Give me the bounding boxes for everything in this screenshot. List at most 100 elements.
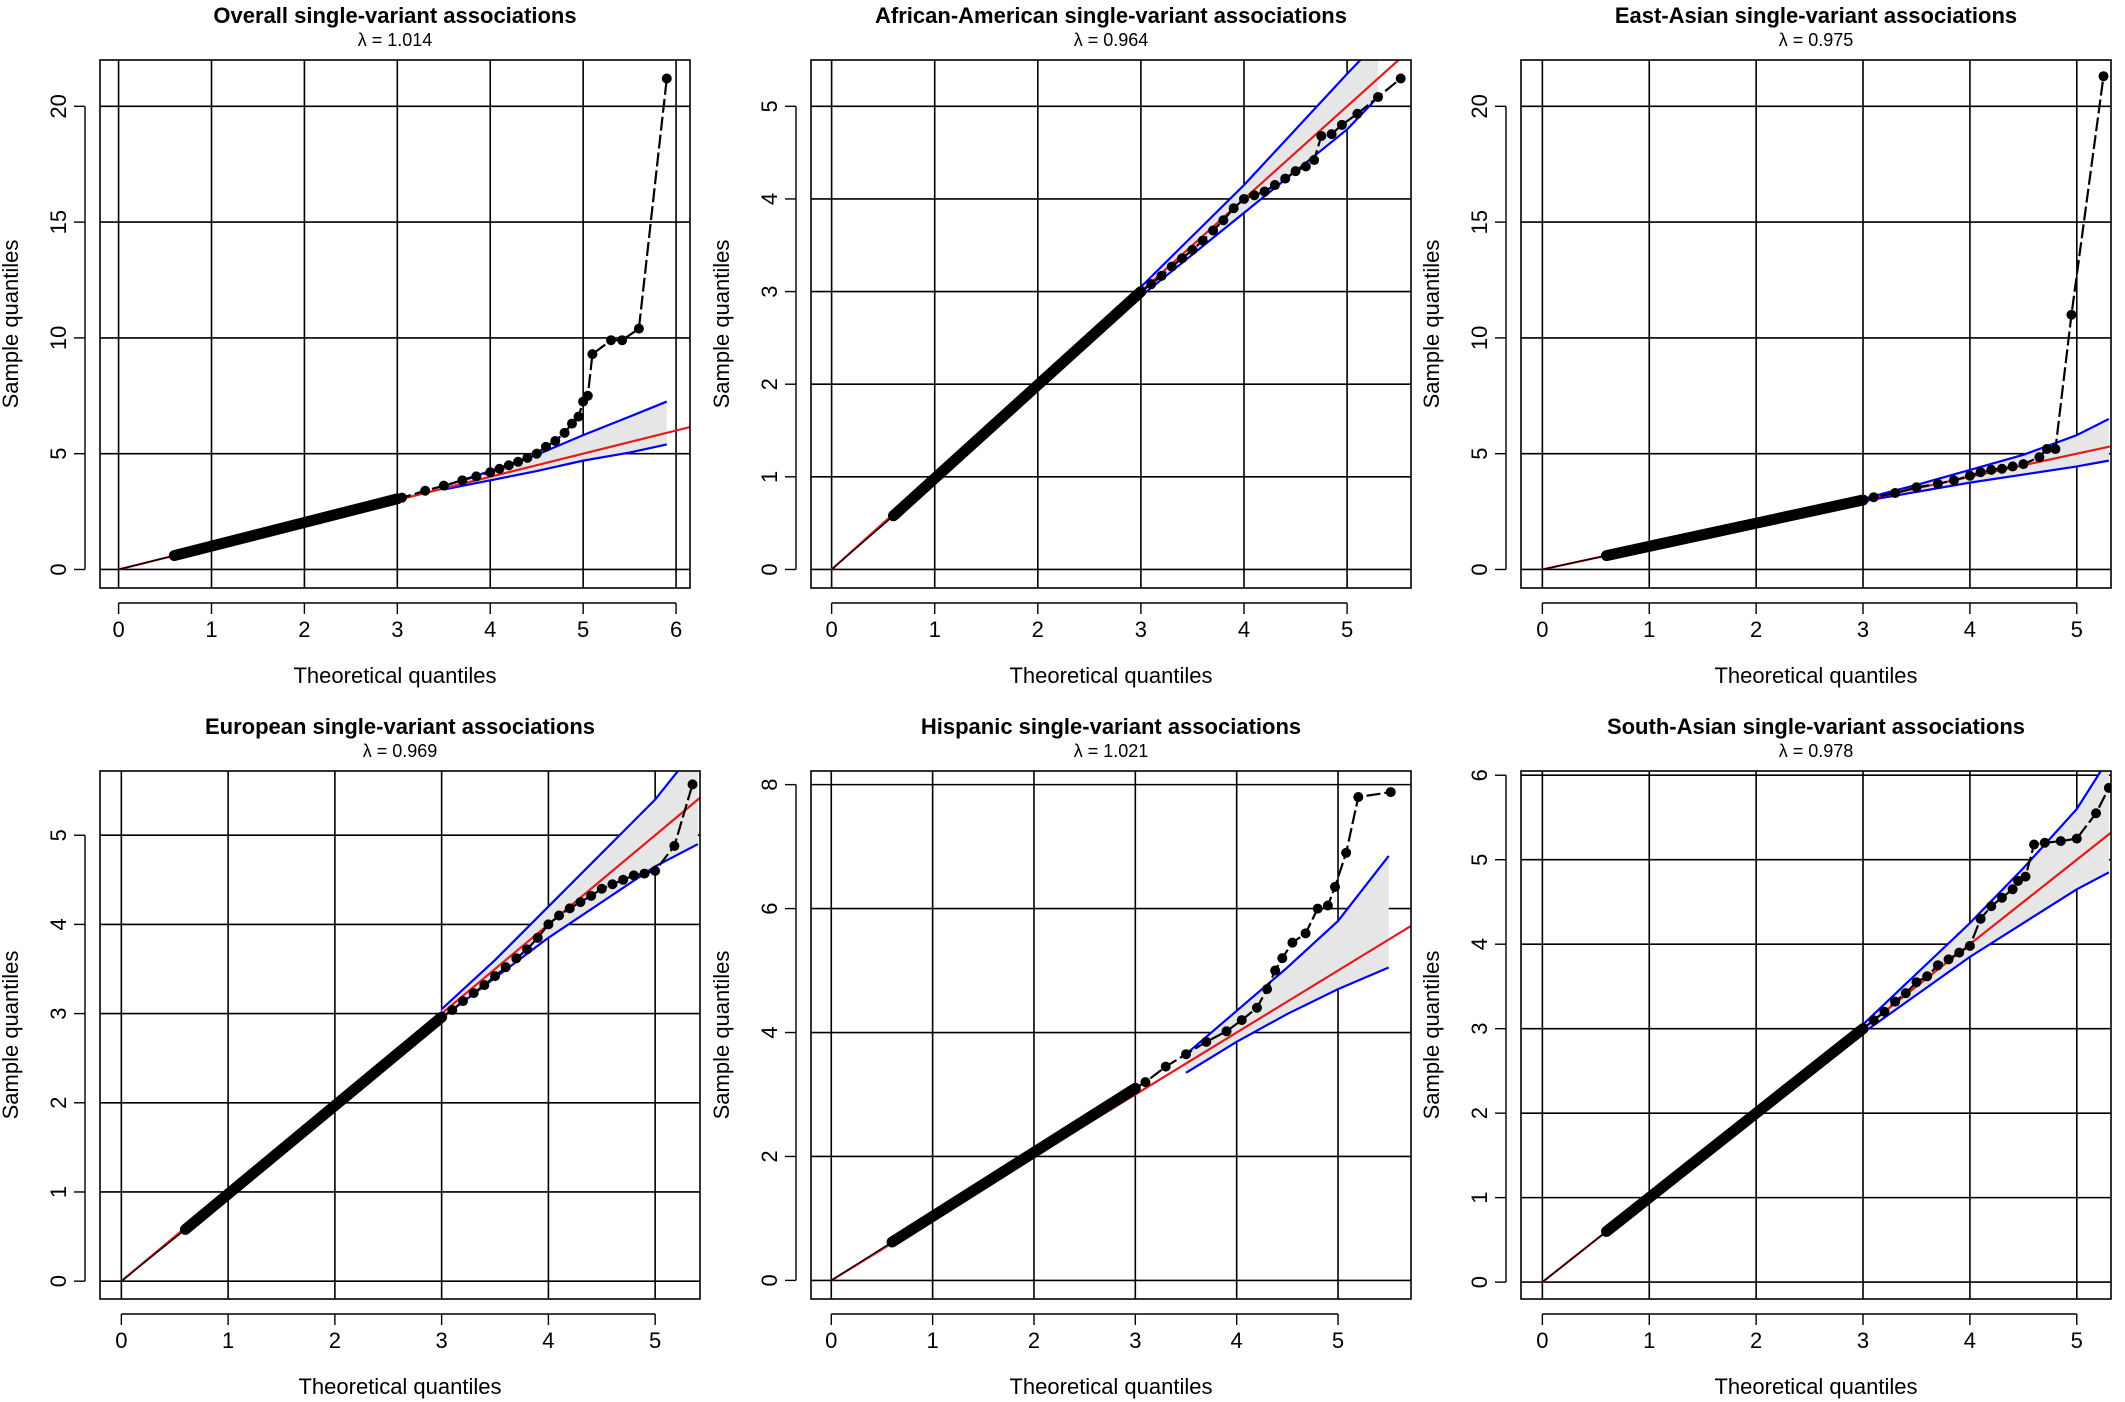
data-point — [1672, 1171, 1682, 1181]
data-point — [296, 1129, 306, 1139]
data-point — [2098, 71, 2109, 82]
data-point — [353, 1081, 363, 1091]
y-tick-label: 5 — [1467, 854, 1492, 866]
y-tick-label: 4 — [757, 193, 782, 205]
data-point — [2007, 884, 2018, 895]
data-point — [1890, 488, 1901, 499]
data-point — [2103, 782, 2111, 793]
plot-frame — [99, 59, 691, 589]
data-point — [1820, 1054, 1830, 1064]
data-point — [360, 1076, 370, 1086]
data-point — [888, 511, 898, 521]
data-point — [347, 1086, 357, 1096]
data-point — [617, 335, 628, 346]
data-point — [1300, 928, 1311, 939]
data-point — [1608, 1221, 1618, 1231]
x-tick-label: 2 — [1750, 1328, 1762, 1353]
y-tick-label: 0 — [1467, 563, 1492, 575]
data-point — [417, 1028, 427, 1038]
data-point — [1800, 1069, 1810, 1079]
panel-title: South-Asian single-variant associations — [1607, 714, 2025, 739]
data-point — [1228, 203, 1239, 214]
x-axis-label: Theoretical quantiles — [1009, 663, 1212, 688]
data-point — [582, 390, 593, 401]
x-tick-label: 0 — [825, 617, 837, 642]
data-point — [1025, 387, 1035, 397]
data-point — [1352, 108, 1363, 119]
confidence-band-fill — [1863, 771, 2109, 1033]
data-point — [1197, 235, 1208, 246]
y-tick-label: 0 — [757, 563, 782, 575]
y-tick-label: 2 — [757, 1150, 782, 1162]
y-tick-label: 0 — [1467, 1276, 1492, 1288]
data-point — [1781, 1084, 1791, 1094]
data-point — [1385, 787, 1396, 798]
data-point — [1201, 1036, 1212, 1047]
x-tick-label: 3 — [436, 1328, 448, 1353]
x-tick-label: 2 — [1750, 617, 1762, 642]
origin-segment — [1542, 554, 1607, 571]
y-axis-label: Sample quantiles — [0, 951, 23, 1120]
data-point — [1839, 1039, 1849, 1049]
data-point — [1996, 463, 2007, 474]
data-point — [1111, 309, 1121, 319]
data-point — [932, 472, 942, 482]
data-point — [1868, 1015, 1879, 1026]
x-tick-label: 2 — [298, 617, 310, 642]
origin-segment — [830, 1241, 893, 1282]
data-point — [503, 460, 514, 471]
data-point — [596, 883, 607, 894]
data-point — [573, 411, 584, 422]
data-point — [1117, 303, 1127, 313]
data-point — [969, 438, 979, 448]
x-tick-label: 0 — [1536, 1328, 1548, 1353]
data-point — [392, 1049, 402, 1059]
data-point — [975, 432, 985, 442]
data-point — [1290, 166, 1301, 177]
data-point — [1049, 365, 1059, 375]
x-tick-label: 0 — [1536, 617, 1548, 642]
data-point — [1326, 129, 1337, 140]
x-tick-label: 1 — [222, 1328, 234, 1353]
x-tick-label: 4 — [542, 1328, 554, 1353]
confidence-band-upper — [440, 771, 680, 1010]
data-point — [1166, 261, 1177, 272]
data-point — [1911, 977, 1922, 988]
data-point — [257, 1161, 267, 1171]
data-point — [430, 1017, 440, 1027]
x-tick-label: 1 — [1643, 617, 1655, 642]
data-point — [1309, 155, 1320, 166]
data-point — [1986, 901, 1997, 912]
x-tick-label: 0 — [112, 617, 124, 642]
y-tick-label: 2 — [1467, 1107, 1492, 1119]
data-point — [1768, 1095, 1778, 1105]
y-tick-label: 3 — [757, 285, 782, 297]
data-point — [200, 1209, 210, 1219]
x-tick-label: 3 — [1135, 617, 1147, 642]
data-point — [1717, 1135, 1727, 1145]
data-point — [607, 879, 618, 890]
data-point — [1236, 1015, 1247, 1026]
data-point — [424, 1023, 434, 1033]
y-tick-label: 10 — [1467, 326, 1492, 350]
data-point — [1922, 971, 1933, 982]
y-tick-label: 5 — [757, 100, 782, 112]
data-point — [1093, 326, 1103, 336]
data-point — [206, 1203, 216, 1213]
data-point — [309, 1118, 319, 1128]
data-point — [379, 1060, 389, 1070]
x-tick-label: 5 — [2071, 617, 2083, 642]
data-point — [639, 868, 650, 879]
confidence-band-upper — [1862, 771, 2103, 1026]
data-point — [2066, 309, 2077, 320]
data-point — [1074, 343, 1084, 353]
x-tick-label: 2 — [329, 1328, 341, 1353]
x-axis-label: Theoretical quantiles — [293, 663, 496, 688]
data-point — [1666, 1176, 1676, 1186]
data-point — [650, 865, 661, 876]
data-point — [618, 874, 629, 885]
data-point — [2029, 839, 2040, 850]
x-tick-label: 5 — [1332, 1328, 1344, 1353]
data-point — [1080, 337, 1090, 347]
data-point — [1187, 244, 1198, 255]
